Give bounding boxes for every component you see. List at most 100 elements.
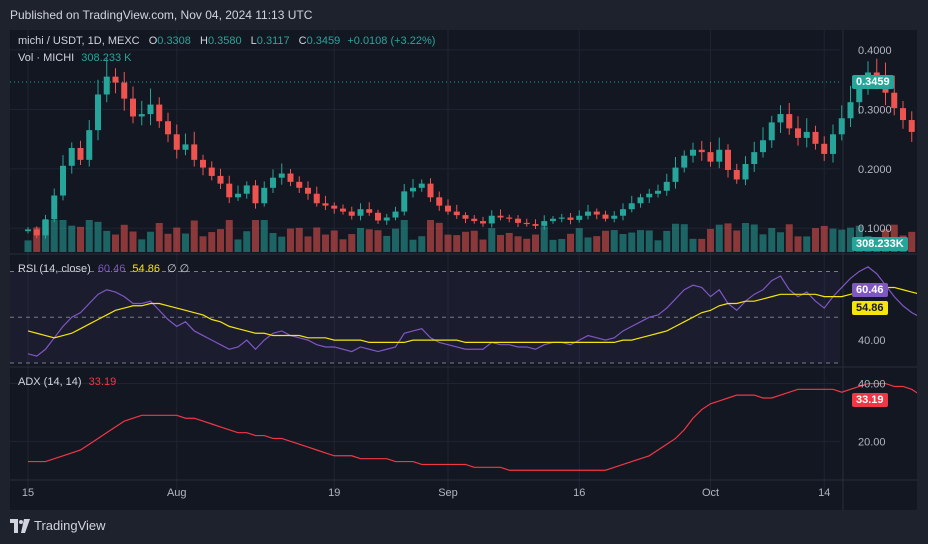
price-tick-label: 0.4000: [858, 45, 892, 57]
chart-area[interactable]: 0.4000 0.3000 0.2000 0.1000 15 Aug 19 Sep 16 Oct 1…: [10, 30, 917, 510]
volume-bar: [24, 240, 32, 252]
candle-body: [733, 169, 740, 180]
volume-bar: [348, 234, 356, 252]
price-legend: michi / USDT, 1D, MEXC O0.3308 H0.3580 L…: [18, 35, 435, 47]
volume-bar: [190, 220, 198, 252]
candle-body: [628, 203, 635, 210]
change-value: +0.0108 (+3.22%): [347, 35, 436, 47]
volume-bar: [803, 236, 811, 252]
volume-bars: [24, 220, 916, 252]
volume-bar: [164, 233, 172, 252]
candle-body: [751, 152, 758, 165]
candle-body: [191, 144, 198, 160]
candle-body: [392, 211, 399, 218]
time-tick-label: 15: [22, 487, 34, 499]
volume-bar: [777, 232, 784, 252]
candle-body: [383, 217, 390, 221]
high-key: H: [199, 35, 208, 47]
candle-body: [541, 221, 548, 226]
close-key: C: [298, 35, 307, 47]
candle-body: [716, 149, 723, 162]
volume-bar: [68, 225, 76, 252]
candle-body: [847, 102, 854, 119]
volume-bar: [357, 228, 364, 252]
volume-bar: [768, 228, 776, 252]
candle-body: [436, 197, 443, 206]
volume-bar: [645, 230, 653, 252]
candle-body: [488, 215, 495, 224]
candle-body: [611, 215, 618, 219]
volume-legend: Vol · MICHI 308.233 K: [18, 52, 131, 64]
time-tick-label: Oct: [702, 487, 719, 499]
volume-bar: [785, 224, 793, 252]
candle-body: [663, 181, 670, 191]
volume-bar: [838, 229, 846, 252]
candle-body: [235, 193, 241, 198]
volume-bar: [103, 230, 111, 252]
volume-bar: [453, 235, 461, 252]
volume-bar: [724, 223, 732, 252]
candle-body: [637, 197, 644, 204]
candle-body: [147, 104, 154, 115]
volume-bar: [698, 238, 706, 252]
volume-bar: [383, 235, 391, 252]
adx-tag: 33.19: [852, 393, 888, 407]
volume-bar: [269, 232, 277, 252]
volume-bar: [77, 226, 84, 252]
symbol-label: michi / USDT, 1D, MEXC: [18, 35, 140, 47]
volume-bar: [155, 223, 163, 252]
volume-bar: [602, 230, 609, 252]
adx-label: ADX (14, 14): [18, 376, 82, 388]
rsi-ma-line: [27, 286, 917, 343]
time-tick-label: Aug: [167, 487, 187, 499]
volume-bar: [619, 234, 627, 252]
candle-body: [410, 187, 416, 192]
candle-body: [707, 152, 714, 162]
candle-body: [445, 205, 451, 212]
volume-bar: [829, 228, 837, 252]
candle-body: [252, 185, 259, 204]
time-tick-label: Sep: [438, 487, 458, 499]
candle-body: [357, 209, 364, 216]
volume-bar: [339, 239, 347, 252]
footer: TradingView: [10, 518, 106, 533]
candle-body: [366, 209, 373, 213]
volume-bar: [409, 239, 417, 252]
candle-body: [130, 98, 136, 117]
volume-bar: [812, 228, 819, 252]
volume-bar: [225, 220, 233, 252]
candle-body: [567, 217, 574, 220]
candle-body: [908, 120, 915, 132]
rsi-ma-value: 54.86: [132, 263, 160, 275]
tradingview-logo-icon: [10, 518, 30, 533]
volume-bar: [182, 233, 189, 252]
price-tick-label: 0.3000: [858, 104, 892, 116]
candle-body: [803, 131, 810, 138]
volume-bar: [575, 228, 583, 252]
candle-body: [760, 140, 766, 153]
volume-bar: [689, 238, 697, 252]
candle-body: [331, 205, 338, 209]
volume-bar: [330, 230, 338, 252]
candle-body: [506, 217, 513, 219]
volume-bar: [208, 232, 216, 252]
volume-bar: [418, 236, 426, 252]
rsi-extra: ∅ ∅: [167, 263, 190, 275]
candle-body: [208, 167, 215, 176]
volume-bar: [497, 234, 504, 252]
adx-tick-label: 20.00: [858, 436, 886, 448]
price-candles: [25, 58, 915, 239]
rsi-pane: [10, 266, 917, 364]
volume-bar: [374, 230, 382, 252]
candle-body: [322, 203, 329, 206]
open-key: O: [148, 35, 158, 47]
candle-body: [576, 215, 583, 220]
close-value: 0.3459: [306, 35, 341, 47]
candle-body: [112, 76, 119, 83]
candle-body: [95, 94, 101, 131]
candle-body: [681, 155, 688, 168]
candle-body: [830, 134, 836, 154]
candle-body: [523, 222, 530, 225]
volume-bar: [759, 234, 767, 252]
candle-body: [182, 144, 189, 150]
